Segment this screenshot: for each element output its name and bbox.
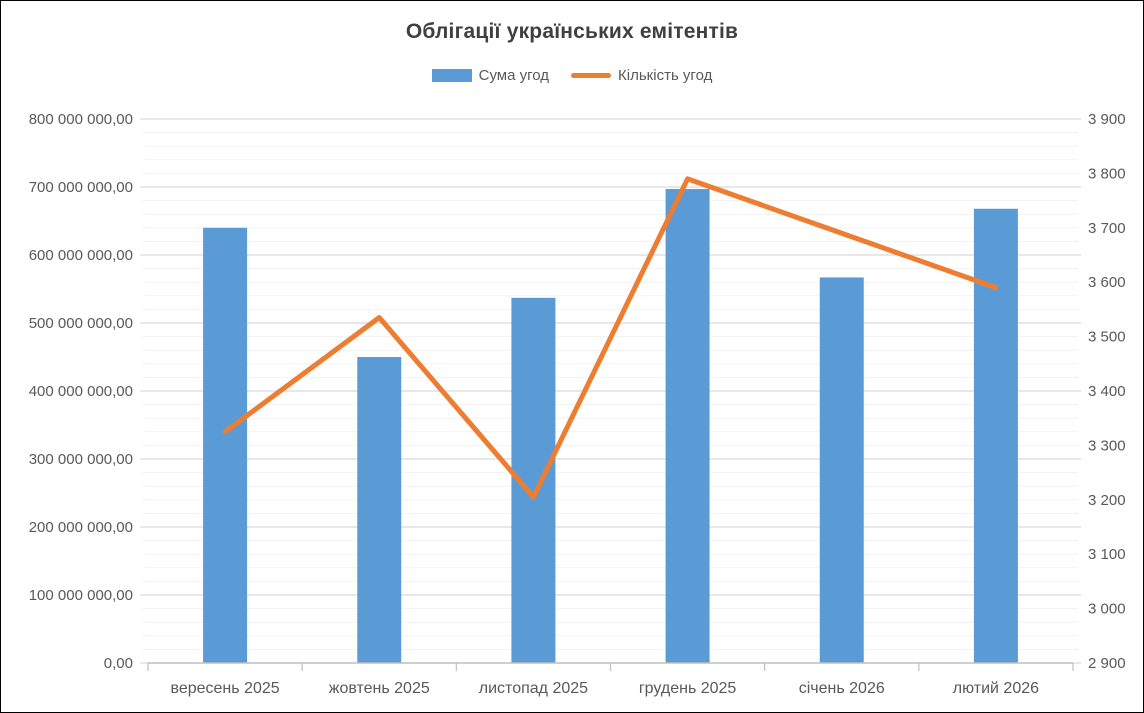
y-axis-label-left: 800 000 000,00 [29,111,133,128]
legend-label-count: Кількість угод [618,67,713,84]
y-axis-label-left: 700 000 000,00 [29,179,133,196]
data-line [222,176,999,500]
y-axis-label-right: 3 800 [1088,165,1126,182]
y-axis-label-left: 600 000 000,00 [29,247,133,264]
category-label: жовтень 2025 [329,680,430,697]
y-axis-label-right: 3 400 [1088,383,1126,400]
y-axis-label-right: 3 500 [1088,329,1126,346]
y-axis-label-right: 3 100 [1088,546,1126,563]
legend-item-sum: Сума угод [431,67,550,84]
bar-1 [203,227,248,664]
y-axis-label-left: 300 000 000,00 [29,451,133,468]
y-axis-label-right: 3 900 [1088,111,1126,128]
legend: Сума угод Кількість угод [1,67,1143,84]
y-axis-label-left: 500 000 000,00 [29,315,133,332]
y-axis-label-left: 200 000 000,00 [29,519,133,536]
category-label: січень 2026 [799,680,885,697]
bar-6 [973,208,1018,663]
legend-label-sum: Сума угод [478,67,550,84]
category-label: листопад 2025 [479,680,588,697]
y-axis-label-right: 3 300 [1088,437,1126,454]
legend-line-swatch-icon [571,73,612,78]
y-axis-label-left: 400 000 000,00 [29,383,133,400]
y-axis-label-left: 0,00 [104,655,133,672]
bar-2 [357,357,402,663]
y-axis-label-left: 100 000 000,00 [29,587,133,604]
legend-bar-swatch-icon [431,69,472,82]
y-axis-label-right: 3 600 [1088,274,1126,291]
bar-5 [819,277,864,663]
category-label: лютий 2026 [953,680,1039,697]
category-label: вересень 2025 [171,680,280,697]
y-axis-label-right: 2 900 [1088,655,1126,672]
legend-item-count: Кількість угод [571,67,712,84]
y-axis-label-right: 3 000 [1088,601,1126,618]
category-label: грудень 2025 [639,680,737,697]
y-axis-label-right: 3 200 [1088,492,1126,509]
chart-title: Облігації українських емітентів [405,20,739,43]
bar-4 [665,189,710,664]
y-axis-label-right: 3 700 [1088,220,1126,237]
